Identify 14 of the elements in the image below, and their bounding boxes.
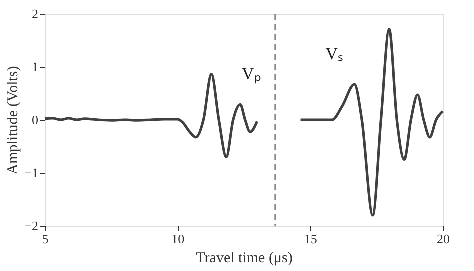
y-tick-label: −1 — [24, 166, 38, 180]
annotation: Vₛ — [326, 44, 344, 64]
y-tick-label: 0 — [32, 112, 38, 128]
x-tick-label: 20 — [437, 232, 450, 246]
y-tick-label: 2 — [32, 6, 38, 22]
y-tick-label: 1 — [32, 60, 38, 74]
y-axis-title: Amplitude (Volts) — [6, 66, 22, 175]
x-tick-label: 10 — [172, 232, 185, 246]
x-tick-label: 5 — [42, 232, 49, 246]
y-tick-label: −2 — [24, 218, 38, 234]
x-tick-label: 15 — [304, 232, 318, 246]
annotation: Vₚ — [242, 64, 262, 84]
line-series — [299, 28, 444, 217]
x-axis-title: Travel time (μs) — [196, 250, 293, 266]
